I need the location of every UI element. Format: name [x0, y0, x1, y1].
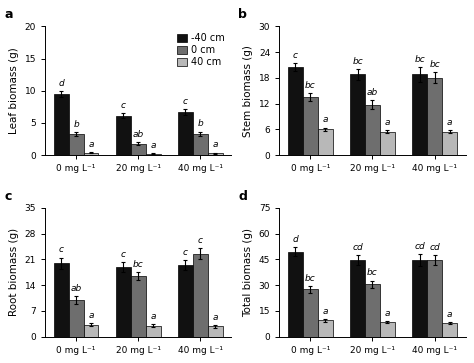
- Bar: [427, 260, 442, 337]
- Legend: -40 cm, 0 cm, 40 cm: -40 cm, 0 cm, 40 cm: [175, 31, 227, 69]
- Text: bc: bc: [429, 60, 440, 69]
- Text: d: d: [238, 190, 247, 203]
- Text: a: a: [322, 115, 328, 125]
- Text: ab: ab: [133, 130, 144, 139]
- Bar: [146, 154, 161, 155]
- Bar: [350, 74, 365, 155]
- Text: a: a: [384, 309, 390, 318]
- Bar: [365, 284, 380, 337]
- Y-axis label: Leaf biomass (g): Leaf biomass (g): [9, 48, 19, 134]
- Text: c: c: [121, 250, 126, 259]
- Bar: [83, 152, 99, 155]
- Bar: [365, 105, 380, 155]
- Bar: [178, 112, 193, 155]
- Text: bc: bc: [414, 54, 425, 64]
- Bar: [208, 153, 223, 155]
- Text: cd: cd: [352, 243, 363, 252]
- Bar: [116, 267, 131, 337]
- Bar: [442, 131, 457, 155]
- Text: ab: ab: [367, 88, 378, 97]
- Text: d: d: [58, 78, 64, 87]
- Bar: [131, 143, 146, 155]
- Bar: [412, 74, 427, 155]
- Y-axis label: Total biomass (g): Total biomass (g): [243, 228, 253, 317]
- Bar: [303, 97, 318, 155]
- Bar: [412, 260, 427, 337]
- Bar: [193, 254, 208, 337]
- Bar: [303, 289, 318, 337]
- Y-axis label: Stem biomass (g): Stem biomass (g): [243, 45, 253, 137]
- Text: a: a: [384, 118, 390, 127]
- Y-axis label: Root biomass (g): Root biomass (g): [9, 228, 19, 316]
- Bar: [193, 134, 208, 155]
- Text: b: b: [73, 120, 79, 129]
- Text: a: a: [447, 310, 452, 319]
- Bar: [54, 94, 69, 155]
- Text: bc: bc: [305, 81, 316, 90]
- Bar: [54, 263, 69, 337]
- Text: b: b: [198, 119, 203, 129]
- Bar: [380, 322, 395, 337]
- Text: a: a: [212, 313, 218, 322]
- Text: c: c: [4, 190, 11, 203]
- Text: a: a: [4, 8, 13, 21]
- Bar: [427, 78, 442, 155]
- Text: b: b: [238, 8, 247, 21]
- Bar: [178, 265, 193, 337]
- Text: a: a: [88, 140, 94, 149]
- Bar: [69, 300, 83, 337]
- Bar: [318, 129, 333, 155]
- Text: c: c: [121, 101, 126, 110]
- Text: d: d: [292, 235, 298, 244]
- Text: a: a: [212, 140, 218, 150]
- Bar: [146, 326, 161, 337]
- Text: bc: bc: [367, 268, 378, 277]
- Bar: [116, 116, 131, 155]
- Bar: [208, 326, 223, 337]
- Text: c: c: [59, 245, 64, 254]
- Bar: [442, 323, 457, 337]
- Bar: [288, 67, 303, 155]
- Text: c: c: [183, 97, 188, 106]
- Text: cd: cd: [414, 242, 425, 251]
- Text: bc: bc: [352, 57, 363, 66]
- Bar: [83, 325, 99, 337]
- Text: a: a: [150, 141, 156, 150]
- Bar: [318, 320, 333, 337]
- Bar: [380, 131, 395, 155]
- Bar: [288, 252, 303, 337]
- Text: c: c: [293, 51, 298, 60]
- Text: a: a: [322, 307, 328, 316]
- Text: ab: ab: [71, 284, 82, 293]
- Text: cd: cd: [429, 243, 440, 252]
- Bar: [131, 276, 146, 337]
- Bar: [350, 260, 365, 337]
- Bar: [69, 134, 83, 155]
- Text: bc: bc: [133, 260, 144, 269]
- Text: a: a: [150, 312, 156, 321]
- Text: a: a: [88, 311, 94, 320]
- Text: c: c: [198, 236, 203, 245]
- Text: c: c: [183, 248, 188, 257]
- Text: a: a: [447, 118, 452, 127]
- Text: bc: bc: [305, 274, 316, 283]
